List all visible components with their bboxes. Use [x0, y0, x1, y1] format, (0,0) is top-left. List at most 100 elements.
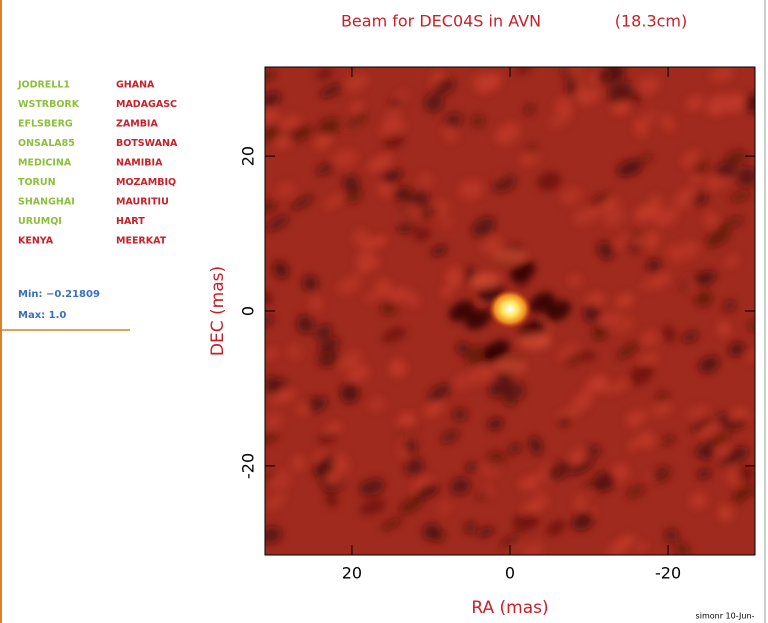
sidelobe	[267, 470, 292, 491]
sidelobe	[278, 115, 302, 132]
sidelobe	[591, 324, 608, 341]
sidelobe	[548, 109, 572, 128]
sidelobe	[673, 187, 698, 209]
sidelobe	[291, 455, 306, 471]
sidelobe	[380, 300, 398, 316]
footer: simonr 10-Jun-	[696, 612, 755, 621]
sidelobe	[319, 83, 344, 98]
sidelobe	[717, 321, 731, 336]
sidelobe	[375, 279, 393, 298]
sidelobe	[565, 67, 583, 78]
sidelobe	[481, 486, 495, 498]
sidelobe	[315, 162, 335, 176]
sidelobe	[697, 468, 712, 480]
sidelobe	[424, 93, 444, 113]
sidelobe	[635, 542, 648, 553]
sidelobe	[685, 95, 704, 111]
sidelobe	[694, 290, 713, 307]
sidelobe	[422, 523, 441, 540]
sidelobe	[690, 174, 703, 184]
sidelobe	[355, 260, 382, 273]
x-tick-label: 20	[342, 564, 362, 583]
sidelobe	[641, 330, 659, 346]
sidelobe	[717, 504, 734, 521]
sidelobe	[380, 169, 403, 184]
sidelobe	[344, 111, 368, 130]
sidelobe	[265, 315, 275, 328]
sidelobe	[747, 319, 755, 332]
near-sidelobe	[519, 333, 551, 349]
sidelobe	[606, 80, 632, 94]
sidelobe	[312, 450, 327, 463]
sidelobe	[315, 67, 334, 80]
chart-subtitle: (18.3cm)	[615, 12, 688, 31]
sidelobe	[308, 396, 328, 413]
sidelobe	[572, 393, 592, 410]
sidelobe	[700, 448, 714, 461]
sidelobe	[481, 236, 503, 254]
sidelobe	[578, 88, 600, 105]
sidelobe	[265, 291, 273, 306]
sidelobe	[638, 353, 659, 365]
sidelobe	[616, 341, 640, 360]
sidelobe	[501, 391, 516, 408]
sidelobe	[418, 206, 439, 220]
sidelobe	[686, 405, 710, 420]
sidelobe	[383, 133, 405, 149]
sidelobe	[465, 462, 477, 473]
sidelobe	[589, 192, 611, 207]
beam-image	[265, 67, 755, 555]
sidelobe	[616, 159, 643, 177]
sidelobe	[571, 512, 594, 531]
sidelobe	[547, 461, 572, 481]
sidelobe	[342, 174, 360, 193]
sidelobe	[605, 378, 631, 394]
sidelobe	[265, 347, 280, 360]
sidelobe	[728, 341, 745, 357]
sidelobe	[611, 315, 634, 334]
sidelobe	[736, 166, 755, 187]
sidelobe	[480, 459, 503, 477]
sidelobe	[331, 149, 358, 168]
sidelobe	[377, 180, 392, 198]
sidelobe	[367, 154, 393, 172]
main-beam	[488, 289, 532, 329]
sidelobe	[614, 535, 636, 551]
sidelobe	[594, 482, 613, 493]
sidelobe	[443, 112, 464, 128]
sidelobe	[690, 416, 713, 433]
max-label: Max: 1.0	[18, 310, 66, 321]
sidelobe	[684, 275, 700, 293]
near-sidelobe	[494, 358, 526, 374]
sidelobe	[296, 315, 314, 334]
sidelobe	[512, 512, 540, 532]
sidelobe	[265, 412, 284, 431]
y-tick-label: 20	[239, 146, 258, 166]
station-label: MEERKAT	[116, 236, 167, 247]
station-label: GHANA	[116, 80, 155, 91]
sidelobe	[535, 489, 549, 509]
sidelobe	[724, 150, 748, 165]
station-label: EFLSBERG	[18, 119, 73, 130]
station-label: SHANGHAI	[18, 197, 75, 208]
sidelobe	[737, 465, 755, 483]
sidelobe	[693, 440, 715, 457]
sidelobe	[330, 474, 347, 487]
near-sidelobe	[469, 273, 501, 289]
sidelobe	[452, 407, 468, 422]
sidelobe	[714, 161, 738, 178]
sidelobe	[445, 267, 466, 287]
sidelobe	[325, 492, 339, 508]
sidelobe	[514, 67, 532, 74]
sidelobe	[431, 245, 448, 257]
chart-title: Beam for DEC04S in AVN	[341, 12, 541, 31]
sidelobe	[674, 541, 690, 555]
sidelobe	[317, 349, 339, 368]
sidelobe	[347, 364, 370, 382]
sidelobe	[698, 422, 721, 436]
sidelobe	[557, 343, 580, 361]
sidelobe	[471, 216, 496, 238]
sidelobe	[597, 241, 614, 260]
sidelobe	[349, 101, 364, 115]
